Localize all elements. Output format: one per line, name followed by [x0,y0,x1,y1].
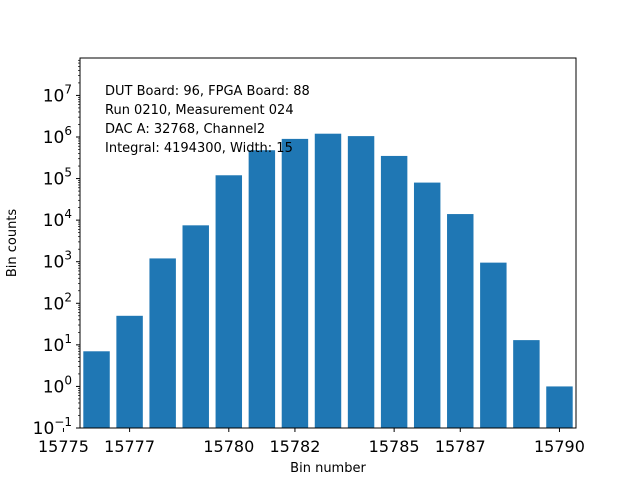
x-tick-label: 15787 [435,437,486,456]
y-tick-label: 104 [43,207,72,231]
x-tick-label: 15790 [534,437,585,456]
y-axis-ticks: 10−1 100 101 102 103 104 105 106 107 [33,59,80,439]
histogram-bar [182,225,209,428]
histogram-bar [480,262,507,428]
y-tick-label: 101 [43,332,72,356]
histogram-bar [83,351,110,428]
annotation-line: DAC A: 32768, Channel2 [105,122,265,137]
bars-group [83,133,573,429]
y-tick-label: 100 [43,373,72,397]
plot-frame [79,57,577,429]
histogram-bar [116,315,143,428]
histogram-bar [447,214,474,428]
annotation-line: DUT Board: 96, FPGA Board: 88 [105,84,310,99]
y-tick-label: 10−1 [33,415,72,439]
histogram-bar [281,138,309,428]
histogram-bar [149,258,176,428]
x-tick-label: 15782 [269,437,320,456]
y-tick-label: 102 [43,290,72,314]
histogram-bar [347,136,375,429]
annotation-line: Integral: 4194300, Width: 15 [105,141,293,156]
y-tick-label: 103 [43,249,72,273]
annotation-block: DUT Board: 96, FPGA Board: 88 Run 0210, M… [105,84,310,156]
y-tick-label: 107 [43,82,72,106]
histogram-bar [314,133,342,428]
histogram-bar [513,340,540,428]
x-axis-ticks: 15775 15777 15780 15782 15785 15787 15790 [38,428,585,456]
y-tick-label: 106 [43,124,72,148]
x-tick-label: 15777 [104,437,155,456]
x-axis-label: Bin number [290,461,366,476]
x-tick-label: 15775 [38,437,89,456]
y-tick-label: 105 [43,166,72,190]
histogram-bar [546,386,573,428]
histogram-bar [248,150,276,429]
histogram-bar [380,155,408,428]
annotation-line: Run 0210, Measurement 024 [105,103,294,118]
x-tick-label: 15780 [203,437,254,456]
y-axis-label: Bin counts [5,209,20,278]
x-tick-label: 15785 [369,437,420,456]
histogram-bar [413,182,441,428]
histogram-bar [215,175,243,428]
